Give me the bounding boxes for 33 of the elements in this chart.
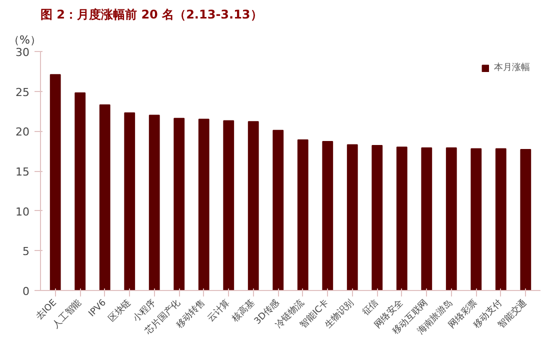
y-tick-label: 5	[22, 245, 30, 258]
bar	[372, 145, 383, 290]
chart-title: 图 2：月度涨幅前 20 名（2.13-3.13）	[40, 8, 262, 22]
y-tick-label: 20	[16, 126, 30, 139]
x-tick-label: 云计算	[205, 297, 232, 324]
x-tick-label: 区块链	[106, 297, 134, 324]
bar	[346, 144, 358, 290]
bar	[297, 139, 308, 290]
bar	[470, 148, 482, 290]
bar	[248, 121, 259, 290]
y-tick-label: 10	[16, 205, 30, 218]
bar	[446, 147, 457, 290]
y-tick-label: 30	[16, 46, 30, 59]
y-tick-label: 0	[22, 285, 30, 298]
bar	[124, 112, 136, 290]
y-axis-title: （%）	[8, 34, 41, 46]
bar	[322, 141, 334, 290]
bar	[174, 118, 185, 290]
legend-label: 本月涨幅	[494, 62, 530, 74]
bar	[495, 148, 506, 290]
bar	[272, 130, 284, 290]
bar	[50, 74, 61, 290]
bar	[421, 147, 432, 290]
bar	[148, 114, 160, 290]
bar	[74, 92, 86, 290]
bar	[223, 120, 234, 290]
bar	[520, 148, 532, 290]
bar	[396, 146, 408, 290]
y-tick-label: 15	[16, 166, 30, 178]
bar	[198, 118, 210, 290]
x-tick-label: 征信	[360, 297, 381, 318]
y-tick-label: 25	[16, 86, 30, 99]
bar	[99, 104, 110, 290]
